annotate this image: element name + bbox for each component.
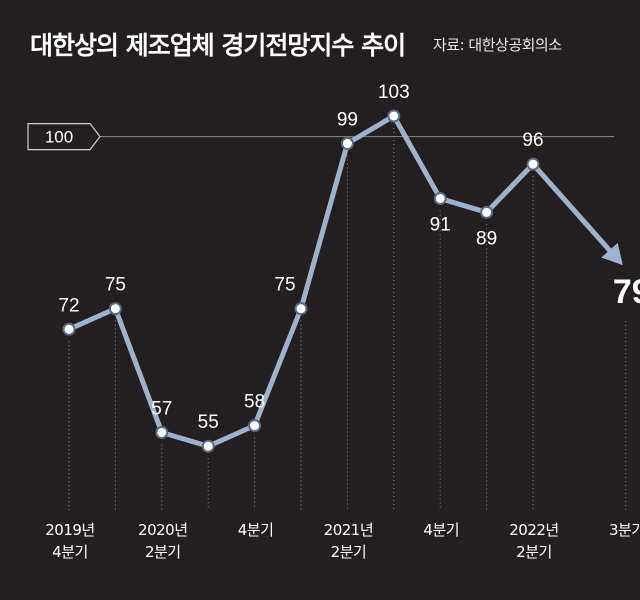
data-label: 72 [58,295,79,316]
data-label: 58 [244,392,265,413]
data-point [433,192,447,206]
data-point [155,425,169,439]
x-tick-label: 2022년 2분기 [509,521,558,561]
x-tick-label: 4분기 [238,521,274,539]
source-note: 자료: 대한상공회의소 [433,36,562,54]
data-label: 89 [476,228,497,249]
data-point [248,419,262,433]
data-point [201,439,215,453]
chart-title: 대한상의 제조업체 경기전망지수 추이 [30,31,406,60]
data-label: 96 [522,130,543,151]
data-point [294,302,308,316]
data-point [526,157,540,171]
x-tick-label: 2021년 2분기 [324,521,373,561]
data-label: 75 [105,275,126,296]
x-tick-label: 2019년 4분기 [45,521,94,561]
data-point [480,205,494,219]
data-point [62,322,76,336]
data-label: 99 [337,110,358,131]
reference-label-box [27,123,101,151]
data-point [340,137,354,151]
x-tick-label: 3분기 [609,521,640,539]
data-point [108,302,122,316]
data-label-latest: 79 [613,273,640,311]
series-arrowhead [601,242,623,266]
series-arrow-line [530,161,613,253]
data-label: 75 [274,275,295,296]
data-label: 55 [198,412,219,433]
data-label: 103 [378,82,410,103]
reference-label: 100 [45,128,73,147]
x-tick-label: 2020년 2분기 [138,521,187,561]
data-label: 91 [430,215,451,236]
data-label: 57 [151,398,172,419]
data-point [387,109,401,123]
x-tick-label: 4분기 [423,521,459,539]
